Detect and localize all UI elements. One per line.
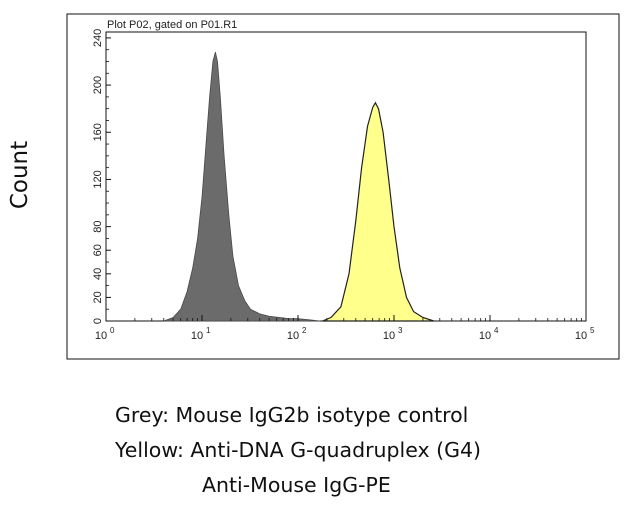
x-tick-label-exponent: 0 [110, 326, 115, 335]
x-tick-label: 10 [287, 330, 299, 342]
y-tick-label: 0 [92, 318, 104, 324]
x-tick-label-exponent: 2 [302, 326, 307, 335]
caption-grey: Grey: Mouse IgG2b isotype control [115, 403, 469, 427]
y-tick-label: 200 [92, 76, 104, 94]
y-tick-label: 160 [92, 123, 104, 141]
caption-yellow: Yellow: Anti-DNA G-quadruplex (G4) [115, 438, 482, 462]
y-tick-label: 80 [92, 221, 104, 233]
x-tick-label: 10 [479, 330, 491, 342]
x-tick-label-exponent: 5 [590, 326, 595, 335]
x-tick-label-exponent: 3 [398, 326, 403, 335]
x-tick-label-exponent: 1 [206, 326, 211, 335]
x-tick-label-exponent: 4 [494, 326, 499, 335]
x-tick-label: 10 [575, 330, 587, 342]
x-tick-label: 10 [191, 330, 203, 342]
plot-area-frame [105, 31, 587, 322]
histogram-series-2 [322, 101, 434, 322]
x-tick-label: 10 [95, 330, 107, 342]
y-tick-label: 120 [92, 170, 104, 188]
histogram-chart: Plot P02, gated on P01.R1 10 0 10 1 10 2 10 3 10… [66, 13, 620, 360]
histogram-series-1 [163, 51, 321, 322]
histogram-svg: Plot P02, gated on P01.R1 10 0 10 1 10 2 10 3 10… [66, 13, 620, 360]
caption-secondary: Anti-Mouse IgG-PE [202, 473, 391, 497]
y-tick-label: 40 [92, 268, 104, 280]
x-tick-label: 10 [383, 330, 395, 342]
plot-title: Plot P02, gated on P01.R1 [107, 19, 237, 31]
y-tick-label: 240 [92, 29, 104, 47]
y-tick-label: 60 [92, 244, 104, 256]
y-tick-label: 20 [92, 291, 104, 303]
outer-frame [66, 13, 620, 360]
